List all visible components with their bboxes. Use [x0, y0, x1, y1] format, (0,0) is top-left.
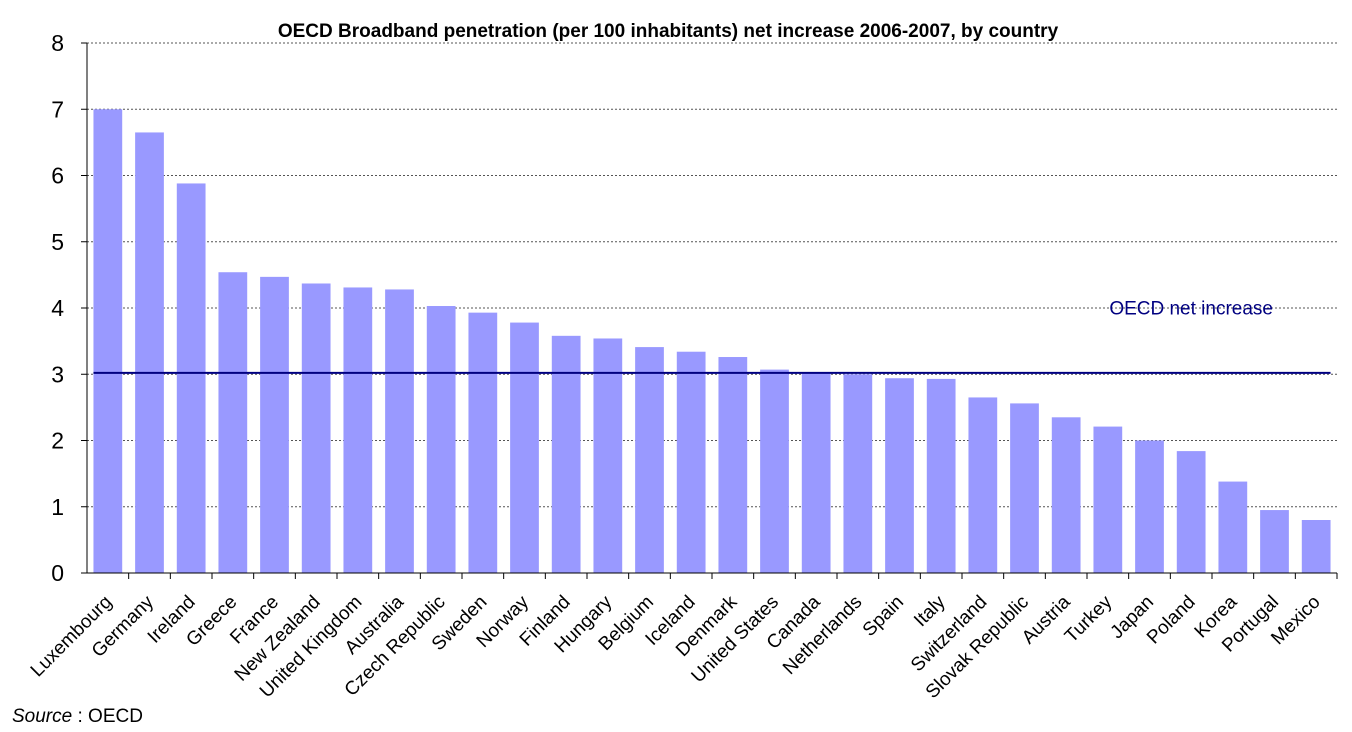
- reference-line-group: OECD net increase: [93, 299, 1331, 374]
- y-tick-label: 3: [51, 361, 64, 387]
- x-tick-label: Austria: [1018, 591, 1075, 648]
- y-tick-label: 0: [51, 560, 64, 586]
- source-separator: :: [72, 706, 89, 727]
- x-tick-label: Turkey: [1061, 591, 1117, 647]
- y-tick-label: 2: [51, 428, 64, 454]
- bar: [926, 378, 956, 573]
- bar: [301, 283, 331, 573]
- bar: [260, 276, 289, 573]
- bar: [1135, 440, 1164, 573]
- bar: [635, 347, 664, 573]
- bar: [760, 369, 789, 573]
- bar: [343, 287, 373, 573]
- bar: [718, 357, 748, 573]
- bar: [218, 272, 248, 573]
- bar: [426, 306, 456, 573]
- y-tick-label: 7: [51, 96, 64, 122]
- bar: [1218, 481, 1248, 573]
- y-tick-label: 5: [51, 229, 64, 255]
- bar: [385, 289, 414, 573]
- bar: [510, 322, 539, 573]
- bar: [1093, 426, 1123, 573]
- bar: [1260, 510, 1289, 573]
- bar: [676, 351, 706, 573]
- bars: [93, 109, 1331, 573]
- bar: [885, 378, 914, 573]
- gridlines: [87, 42, 1337, 508]
- source-label: Source: [12, 706, 73, 727]
- y-tick-label: 4: [51, 295, 64, 321]
- chart-title: OECD Broadband penetration (per 100 inha…: [278, 21, 1059, 42]
- reference-line-label: OECD net increase: [1109, 299, 1273, 320]
- bar: [551, 335, 581, 573]
- bar: [93, 109, 123, 573]
- bar: [468, 312, 498, 573]
- bar: [135, 132, 164, 573]
- bar: [801, 372, 831, 573]
- bar: [1301, 520, 1331, 573]
- bar: [176, 183, 206, 573]
- bar: [968, 397, 998, 573]
- bar: [1051, 417, 1081, 573]
- y-tick-label: 8: [51, 30, 64, 56]
- bar: [843, 374, 873, 573]
- bar: [1176, 451, 1206, 573]
- y-tick-label: 1: [51, 494, 64, 520]
- y-tick-label: 6: [51, 163, 64, 189]
- source-note: Source : OECD: [12, 706, 143, 728]
- bar: [1010, 403, 1039, 573]
- x-tick-label: Spain: [859, 592, 908, 641]
- bar: [593, 338, 623, 573]
- source-value: OECD: [88, 706, 143, 727]
